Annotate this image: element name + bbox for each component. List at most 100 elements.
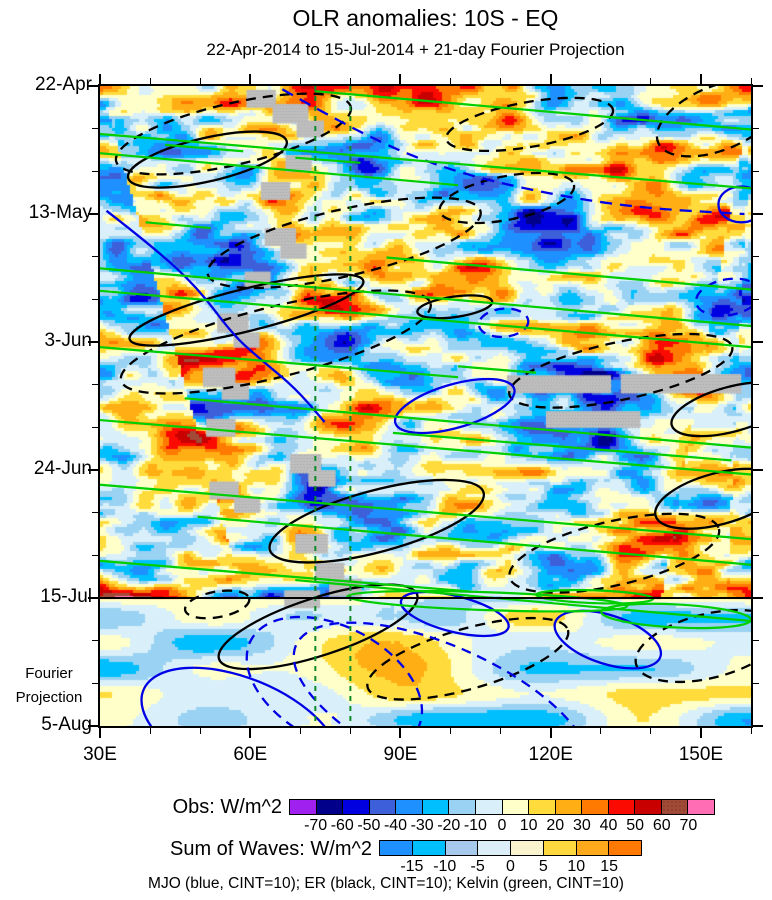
axis-tick	[88, 469, 98, 471]
olr-anomaly-field	[100, 86, 751, 726]
kelvin-wave-contour	[295, 156, 361, 164]
axis-tick	[753, 426, 759, 428]
axis-tick	[500, 78, 502, 84]
er-wave-contour	[508, 512, 721, 594]
axis-tick	[88, 341, 98, 343]
y-axis-label: 13-May	[28, 202, 92, 223]
colorbar-tick-label: 40	[599, 817, 618, 834]
y-axis-label: 5-Aug	[41, 714, 92, 735]
axis-tick	[450, 78, 452, 84]
axis-tick	[249, 728, 252, 738]
er-wave-contour	[445, 96, 615, 153]
axis-tick	[299, 78, 301, 84]
colorbar-tick-label: 10	[567, 858, 586, 875]
obs-colorbar	[289, 799, 715, 815]
er-wave-contour	[654, 467, 751, 530]
colorbar-tick-label: 15	[600, 858, 619, 875]
axis-tick	[500, 728, 502, 734]
er-wave-contour	[183, 589, 251, 620]
axis-tick	[753, 725, 763, 727]
kelvin-wave-contour	[100, 267, 751, 328]
axis-tick	[92, 384, 98, 386]
fourier-note-line1: Fourier	[25, 665, 73, 682]
axis-tick	[753, 682, 759, 684]
axis-tick	[99, 728, 101, 738]
er-wave-contour	[206, 196, 482, 290]
y-axis-label: 15-Jul	[40, 586, 92, 607]
colorbar-tick-label: -10	[463, 817, 487, 834]
axis-tick	[92, 640, 98, 642]
colorbar-cell	[576, 841, 610, 855]
colorbar-tick-label: -15	[400, 858, 424, 875]
x-axis-label: 120E	[528, 744, 573, 765]
colorbar-cell	[609, 841, 641, 855]
colorbar-cell	[475, 800, 503, 814]
axis-tick	[753, 256, 759, 258]
colorbar-cell	[543, 841, 577, 855]
axis-tick	[753, 341, 763, 343]
fourier-projection-note: Fourier Projection	[6, 662, 92, 710]
mjo-wave-contour	[105, 209, 326, 423]
axis-tick	[753, 597, 763, 599]
kelvin-wave-contour	[392, 431, 732, 462]
sum-colorbar	[379, 840, 642, 856]
colorbar-cell	[511, 841, 544, 855]
colorbar-tick-label: 50	[626, 817, 645, 834]
axis-tick	[750, 728, 752, 734]
kelvin-wave-contour	[184, 397, 751, 449]
colorbar-cell	[449, 800, 476, 814]
colorbar-tick-label: 0	[506, 858, 515, 875]
er-wave-contour	[655, 86, 751, 158]
colorbar-cell	[396, 800, 423, 814]
colorbar-cell	[478, 841, 511, 855]
axis-tick	[753, 512, 759, 514]
axis-tick	[149, 728, 151, 734]
colorbar-tick-label: -5	[470, 858, 485, 875]
colorbar-tick-label: -70	[304, 817, 328, 834]
axis-tick	[753, 384, 759, 386]
fourier-note-line2: Projection	[15, 689, 83, 706]
kelvin-wave-contour	[314, 90, 751, 131]
colorbar-tick-label: 0	[497, 817, 507, 834]
y-axis-label: 3-Jun	[44, 330, 92, 351]
hovmoller-plot: 30E 60E 90E 120E 150E 22-Apr 13-May 3-Jun 24-Jun…	[29, 74, 763, 765]
axis-tick	[99, 74, 101, 84]
colorbar-tick-label: 10	[519, 817, 538, 834]
colorbar-cell	[290, 800, 317, 814]
kelvin-wave-contour	[100, 559, 472, 593]
axis-tick	[753, 298, 759, 300]
wave-contours-overlay	[100, 86, 751, 726]
colorbar-cell	[555, 800, 583, 814]
axis-tick	[450, 728, 452, 734]
er-wave-contour	[670, 381, 751, 438]
colorbar-cell	[369, 800, 397, 814]
colorbar-cell	[502, 800, 530, 814]
mjo-wave-contour	[477, 307, 530, 339]
axis-tick	[600, 728, 602, 734]
colorbar-tick-label: 20	[546, 817, 565, 834]
er-wave-contour	[508, 332, 734, 409]
colorbar-tick-label: -40	[383, 817, 408, 834]
axis-tick	[753, 85, 763, 87]
colorbar-cell	[582, 800, 609, 814]
mjo-wave-contour	[399, 590, 510, 638]
axis-tick	[249, 74, 252, 84]
er-wave-contour	[217, 583, 419, 671]
y-axis-label: 22-Apr	[34, 74, 92, 95]
axis-tick	[650, 728, 652, 734]
er-wave-contour	[634, 608, 751, 684]
axis-tick	[149, 78, 151, 84]
x-axis-label: 90E	[383, 744, 418, 765]
axis-tick	[753, 554, 759, 556]
axis-tick	[92, 426, 98, 428]
kelvin-wave-contour	[457, 365, 537, 374]
colorbar-cell	[343, 800, 370, 814]
axis-tick	[88, 85, 98, 87]
axis-tick	[92, 554, 98, 556]
obs-colorbar-label: Obs: W/m^2	[172, 796, 282, 818]
er-wave-contour	[366, 616, 570, 701]
x-axis-label: 150E	[678, 744, 724, 765]
colorbar-tick-label: 30	[572, 817, 591, 834]
kelvin-wave-contour	[346, 589, 629, 613]
